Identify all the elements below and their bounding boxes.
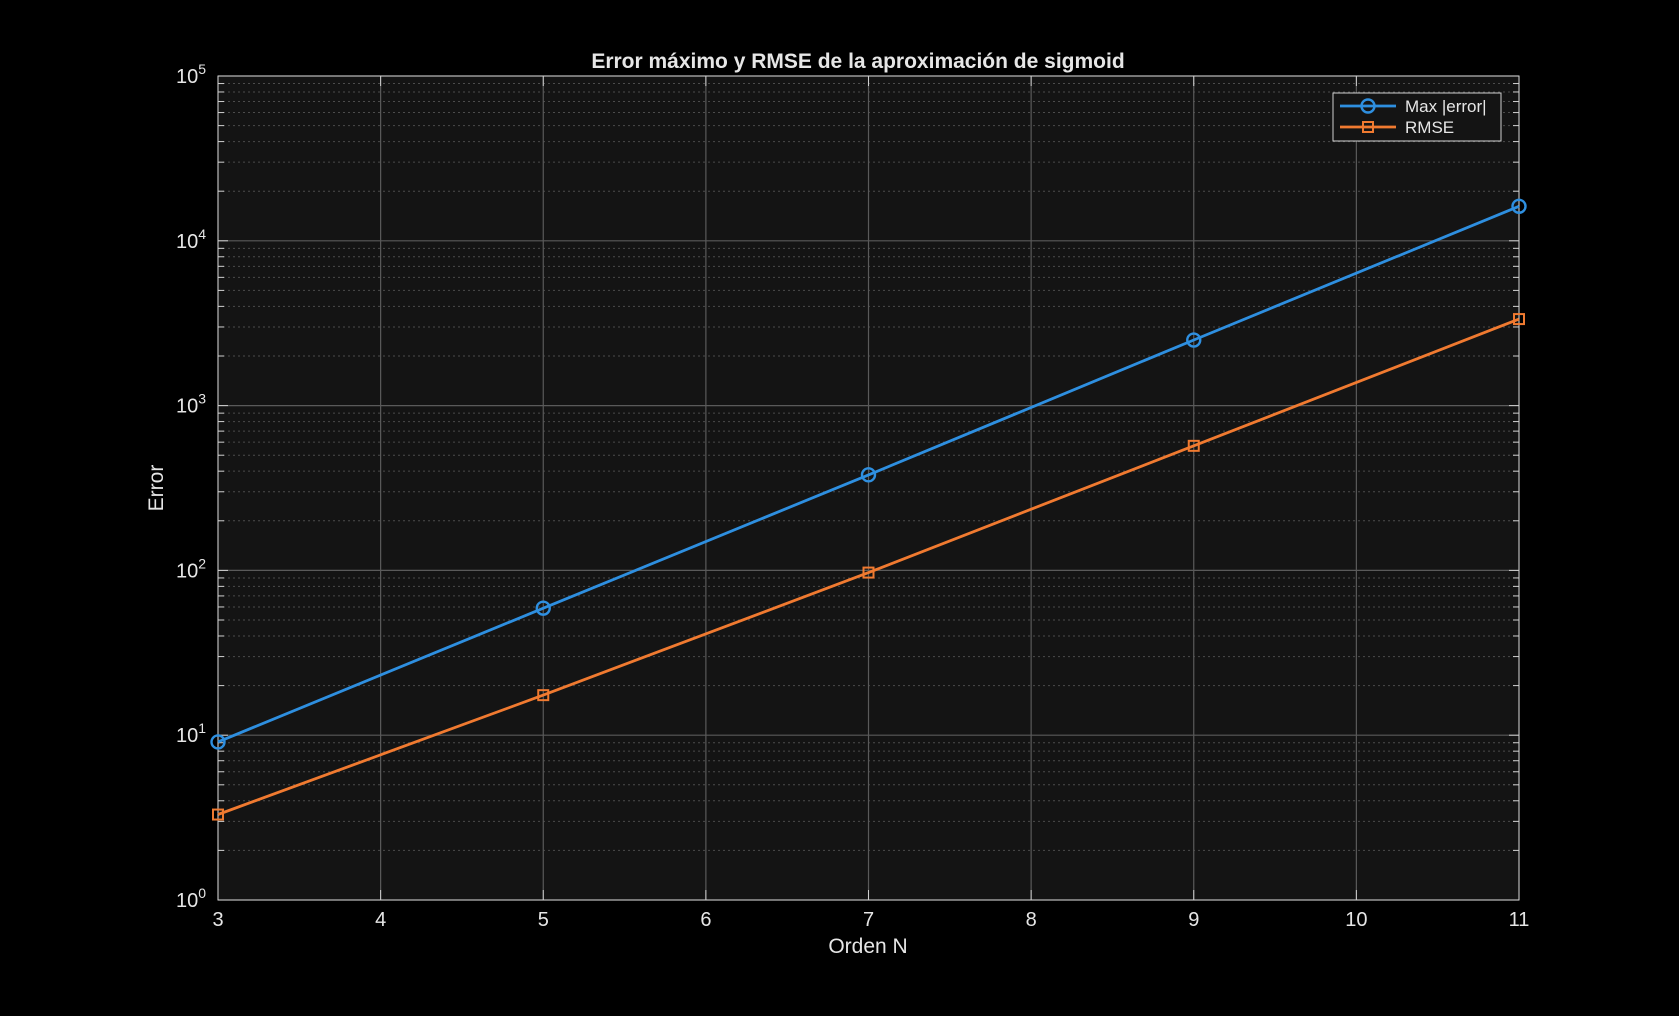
x-tick-label: 4	[375, 909, 386, 931]
y-axis-label: Error	[145, 465, 168, 512]
x-tick-label: 9	[1188, 909, 1199, 931]
data-point-rmse	[862, 566, 875, 579]
chart-title: Error máximo y RMSE de la aproximación d…	[591, 50, 1124, 73]
x-tick-label: 7	[863, 909, 874, 931]
series-line-max-error	[217, 205, 1520, 744]
series-layer	[210, 198, 1527, 821]
y-tick-label: 105	[176, 61, 206, 88]
data-point-rmse	[1187, 439, 1200, 452]
data-point-rmse	[537, 689, 550, 702]
data-point-rmse	[1513, 313, 1525, 326]
legend: Max |error| RMSE	[1332, 92, 1502, 142]
data-point-max-error	[210, 734, 226, 750]
y-tick-label: 101	[176, 720, 206, 747]
data-point-max-error	[860, 467, 877, 483]
y-tick-label: 103	[176, 391, 206, 418]
y-tick-label: 102	[176, 555, 206, 582]
x-tick-label: 8	[1026, 909, 1037, 931]
legend-label-max-error: Max |error|	[1405, 97, 1487, 116]
data-point-max-error	[1186, 332, 1202, 348]
y-tick-label: 100	[176, 885, 206, 912]
data-point-max-error	[535, 600, 551, 616]
x-axis-label: Orden N	[828, 935, 907, 958]
legend-label-rmse: RMSE	[1405, 118, 1454, 137]
x-tick-label: 5	[538, 909, 549, 931]
data-point-max-error	[1511, 198, 1527, 214]
y-tick-label: 104	[176, 226, 206, 253]
data-point-rmse	[212, 808, 224, 821]
series-max-error	[210, 198, 1527, 750]
legend-marker-rmse	[1362, 121, 1374, 133]
legend-box	[1332, 92, 1502, 142]
ticks: 100 101 102 103 104 105 3 4 5 6 7 8 9 10 11	[176, 61, 1529, 931]
x-tick-label: 6	[700, 909, 711, 931]
x-tick-label: 3	[212, 909, 223, 931]
legend-marker-max-error	[1360, 98, 1376, 114]
series-line-rmse	[217, 317, 1520, 816]
x-tick-label: 11	[1509, 909, 1530, 931]
x-tick-label: 10	[1345, 909, 1367, 931]
series-rmse	[212, 313, 1525, 821]
